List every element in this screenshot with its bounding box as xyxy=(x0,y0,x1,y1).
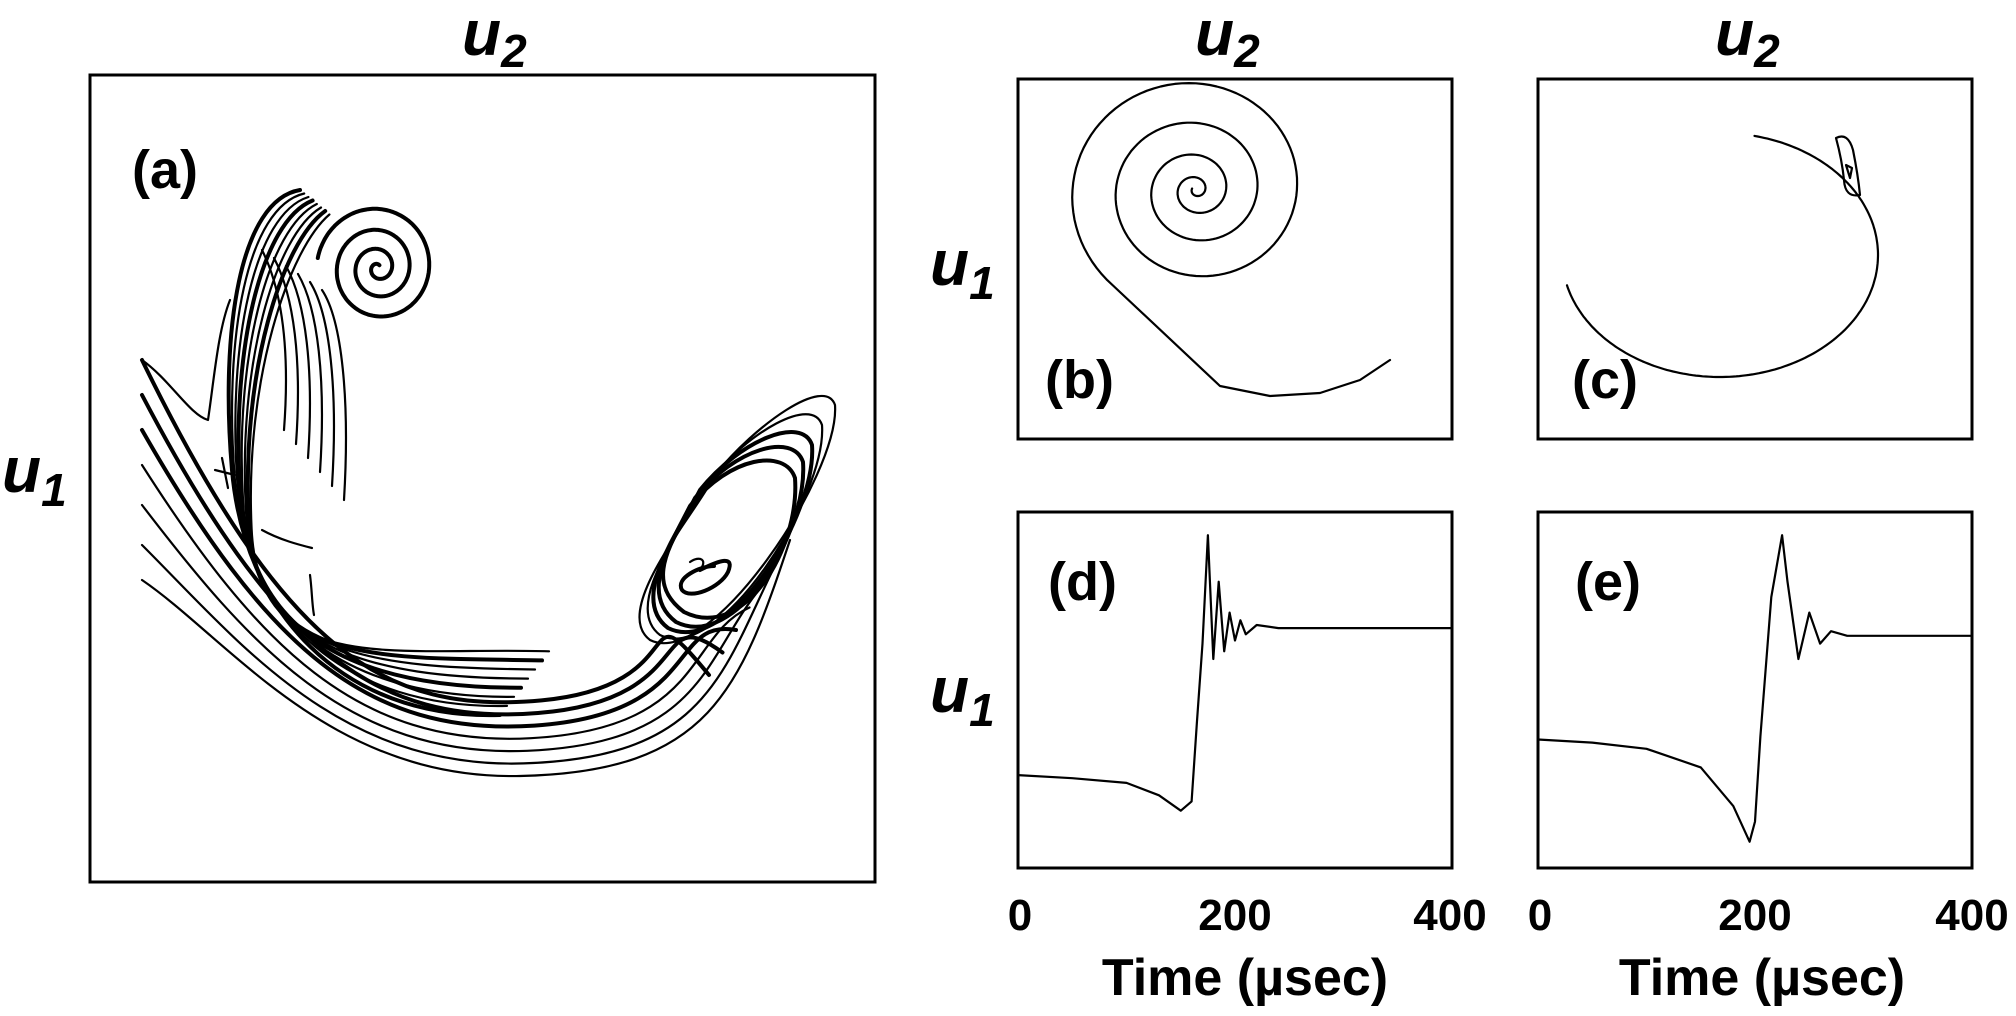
panel-a-trajectory-line xyxy=(272,256,300,446)
panel-d-frame xyxy=(1016,510,1454,870)
panel-a-trajectory-line xyxy=(140,543,778,765)
panel-d-tick-0: 0 xyxy=(1008,891,1032,940)
panel-c: (c) xyxy=(1536,77,1974,441)
panel-a-trajectory-line xyxy=(260,248,288,432)
panel-d-left-axis-label: u1 xyxy=(930,654,995,736)
panel-e-series-line xyxy=(1536,534,1974,843)
panel-b-trajectory xyxy=(1071,82,1392,398)
panel-c-label: (c) xyxy=(1572,350,1638,410)
panel-a-trajectory-line xyxy=(140,503,765,753)
panel-e-label: (e) xyxy=(1575,552,1641,612)
panel-a-trajectory-line xyxy=(226,188,502,718)
panel-a-trajectory-line xyxy=(213,456,237,490)
panel-a-trajectory-line xyxy=(245,209,544,663)
panel-b: (b) xyxy=(1016,77,1454,441)
panel-b-top-axis-label: u2 xyxy=(1195,0,1260,77)
panel-a-trajectory-line xyxy=(688,557,705,572)
panel-a-frame xyxy=(88,73,877,884)
panel-d-tick-400: 400 xyxy=(1413,891,1486,940)
panel-e-x-axis-label: Time (µsec) xyxy=(1619,949,1905,1007)
panel-a-trajectory-line xyxy=(308,280,336,488)
panel-a-trajectory-line xyxy=(243,206,537,671)
panel-a-trajectory-line xyxy=(308,573,316,617)
panel-e-tick-400: 400 xyxy=(1935,891,2008,940)
panel-a-trajectory-line xyxy=(140,463,751,740)
panel-b-frame xyxy=(1016,77,1454,441)
panel-e: (e) 0 200 400 Time (µsec) xyxy=(1528,510,2009,1007)
panel-a-trajectory-line xyxy=(140,393,725,717)
panel-b-left-axis-label: u1 xyxy=(930,227,995,309)
panel-a-trajectories xyxy=(140,188,837,778)
panel-c-top-axis-label: u2 xyxy=(1715,0,1780,77)
panel-a-trajectory-line xyxy=(249,213,551,653)
panel-d: (d) 0 200 400 Time (µsec) xyxy=(1008,510,1487,1007)
panel-a-trajectory-line xyxy=(260,528,314,550)
panel-a-left-axis-label: u1 xyxy=(2,434,67,516)
panel-a-trajectory-line xyxy=(320,288,348,502)
panel-a-trajectory-line xyxy=(236,198,523,690)
panel-d-x-axis-label: Time (µsec) xyxy=(1102,949,1388,1007)
panel-e-frame xyxy=(1536,510,1974,870)
panel-a-top-axis-label: u2 xyxy=(462,0,527,77)
panel-e-tick-200: 200 xyxy=(1718,891,1791,940)
panel-c-frame xyxy=(1536,77,1974,441)
panel-e-tick-0: 0 xyxy=(1528,891,1552,940)
panel-a-label: (a) xyxy=(132,140,198,200)
panel-b-label: (b) xyxy=(1045,350,1114,410)
panel-a-trajectory-line xyxy=(284,264,312,460)
panel-c-inner-loop xyxy=(1834,135,1862,197)
panel-d-tick-200: 200 xyxy=(1198,891,1271,940)
panel-a-trajectory-line xyxy=(678,558,732,596)
panel-a-trajectory-line xyxy=(234,195,516,698)
panel-a-trajectory-line xyxy=(140,298,232,422)
panel-d-label: (d) xyxy=(1048,552,1117,612)
panel-a-trajectory-line xyxy=(656,445,806,629)
panel-a-trajectory-line xyxy=(296,272,324,474)
panel-a-trajectory-line xyxy=(140,538,792,778)
panel-c-trajectory xyxy=(1565,134,1880,379)
panel-a: (a) xyxy=(88,73,877,884)
panel-a-trajectory-line xyxy=(315,206,432,319)
panel-a-trajectory-line xyxy=(230,192,509,708)
panel-a-trajectory-line xyxy=(646,413,824,640)
panel-d-series-line xyxy=(1016,534,1454,812)
panel-a-trajectory-line xyxy=(661,458,798,620)
